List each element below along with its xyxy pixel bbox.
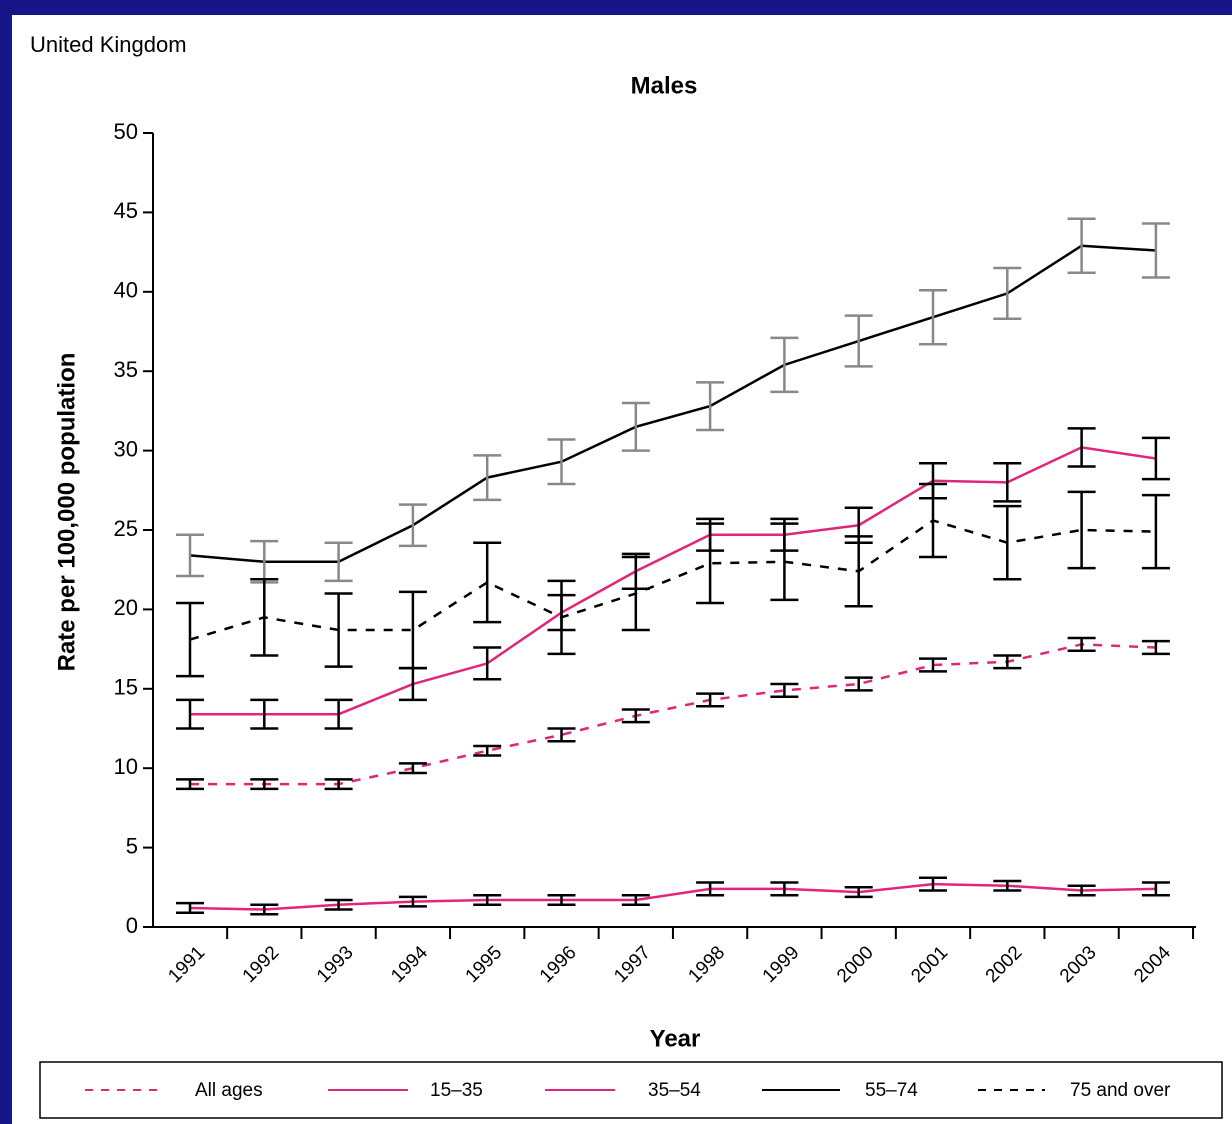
error-bar bbox=[398, 503, 427, 548]
error-bar bbox=[844, 676, 873, 692]
chart-panel bbox=[12, 15, 1232, 1124]
error-bar bbox=[993, 266, 1022, 321]
error-bar bbox=[919, 288, 947, 346]
legend-label: 55–74 bbox=[865, 1080, 918, 1101]
error-bar bbox=[1067, 427, 1096, 468]
error-bar bbox=[696, 881, 725, 897]
error-bar bbox=[250, 698, 279, 730]
error-bar bbox=[919, 482, 947, 559]
error-bar bbox=[770, 522, 799, 602]
error-bar bbox=[324, 778, 353, 791]
y-tick-label: 20 bbox=[114, 595, 138, 620]
y-tick-label: 40 bbox=[114, 278, 138, 303]
error-bar bbox=[1067, 490, 1096, 570]
error-bar bbox=[1141, 222, 1170, 279]
y-tick-label: 45 bbox=[114, 198, 138, 223]
x-axis-label: Year bbox=[650, 1025, 701, 1052]
error-bar bbox=[696, 522, 725, 605]
error-bar bbox=[398, 590, 427, 670]
error-bar bbox=[770, 682, 799, 698]
error-bar bbox=[696, 692, 725, 708]
error-bar bbox=[176, 778, 204, 791]
error-bar bbox=[473, 893, 502, 907]
legend-label: 75 and over bbox=[1070, 1080, 1171, 1101]
error-bar bbox=[324, 898, 353, 911]
error-bar bbox=[844, 314, 873, 368]
error-bar bbox=[176, 901, 204, 914]
error-bar bbox=[176, 533, 204, 578]
y-tick-label: 30 bbox=[114, 436, 138, 461]
error-bar bbox=[1141, 493, 1170, 570]
y-tick-label: 15 bbox=[114, 675, 138, 700]
error-bar bbox=[398, 762, 427, 775]
series-line bbox=[190, 446, 1157, 716]
error-bar bbox=[250, 577, 279, 657]
error-bar bbox=[1067, 217, 1096, 274]
series-line bbox=[189, 244, 1156, 564]
y-axis-label: Rate per 100,000 population bbox=[53, 353, 80, 672]
series-line bbox=[189, 882, 1156, 911]
error-bar bbox=[250, 903, 279, 916]
error-bar bbox=[547, 893, 576, 907]
series-line bbox=[190, 643, 1156, 786]
error-bar bbox=[473, 454, 502, 502]
y-tick-label: 5 bbox=[126, 833, 138, 858]
legend-label: 15–35 bbox=[430, 1080, 483, 1101]
y-tick-label: 0 bbox=[126, 913, 138, 938]
error-bar bbox=[1067, 884, 1096, 897]
error-bar bbox=[993, 462, 1022, 503]
error-bar bbox=[324, 698, 353, 730]
error-bar bbox=[176, 601, 204, 678]
y-tick-label: 35 bbox=[114, 357, 138, 382]
error-bar bbox=[1067, 636, 1096, 652]
chart-title: Males bbox=[631, 72, 698, 99]
error-bar bbox=[993, 879, 1022, 892]
error-bar bbox=[919, 876, 947, 892]
error-bar bbox=[621, 893, 650, 907]
chart-subtitle: United Kingdom bbox=[30, 32, 187, 57]
error-bar bbox=[696, 381, 725, 432]
error-bar bbox=[324, 592, 353, 668]
error-bar bbox=[1141, 436, 1170, 481]
error-bar bbox=[621, 555, 650, 632]
error-bar bbox=[324, 541, 353, 583]
error-bar bbox=[844, 535, 873, 608]
error-bar bbox=[1141, 881, 1170, 897]
error-bar bbox=[473, 646, 502, 681]
error-bar bbox=[473, 744, 502, 757]
y-tick-label: 10 bbox=[114, 754, 138, 779]
legend-label: All ages bbox=[195, 1080, 263, 1101]
error-bar bbox=[844, 886, 873, 899]
error-bar bbox=[770, 881, 799, 897]
error-bar bbox=[621, 708, 650, 724]
y-tick-label: 50 bbox=[114, 119, 138, 144]
legend-box bbox=[39, 1061, 1223, 1119]
series-line bbox=[189, 519, 1156, 641]
legend-label: 35–54 bbox=[648, 1080, 701, 1101]
error-bar bbox=[398, 895, 427, 908]
y-tick-label: 25 bbox=[114, 516, 138, 541]
error-bar bbox=[473, 541, 502, 624]
error-bar bbox=[547, 727, 576, 743]
error-bar bbox=[176, 698, 204, 730]
error-bar bbox=[547, 579, 576, 656]
error-bar bbox=[250, 778, 279, 791]
error-bar bbox=[770, 336, 799, 394]
error-bar bbox=[993, 654, 1022, 670]
error-bar bbox=[621, 401, 650, 452]
error-bar bbox=[1141, 639, 1170, 656]
error-bar bbox=[993, 504, 1022, 581]
error-bar bbox=[919, 657, 947, 673]
error-bar bbox=[547, 438, 576, 486]
